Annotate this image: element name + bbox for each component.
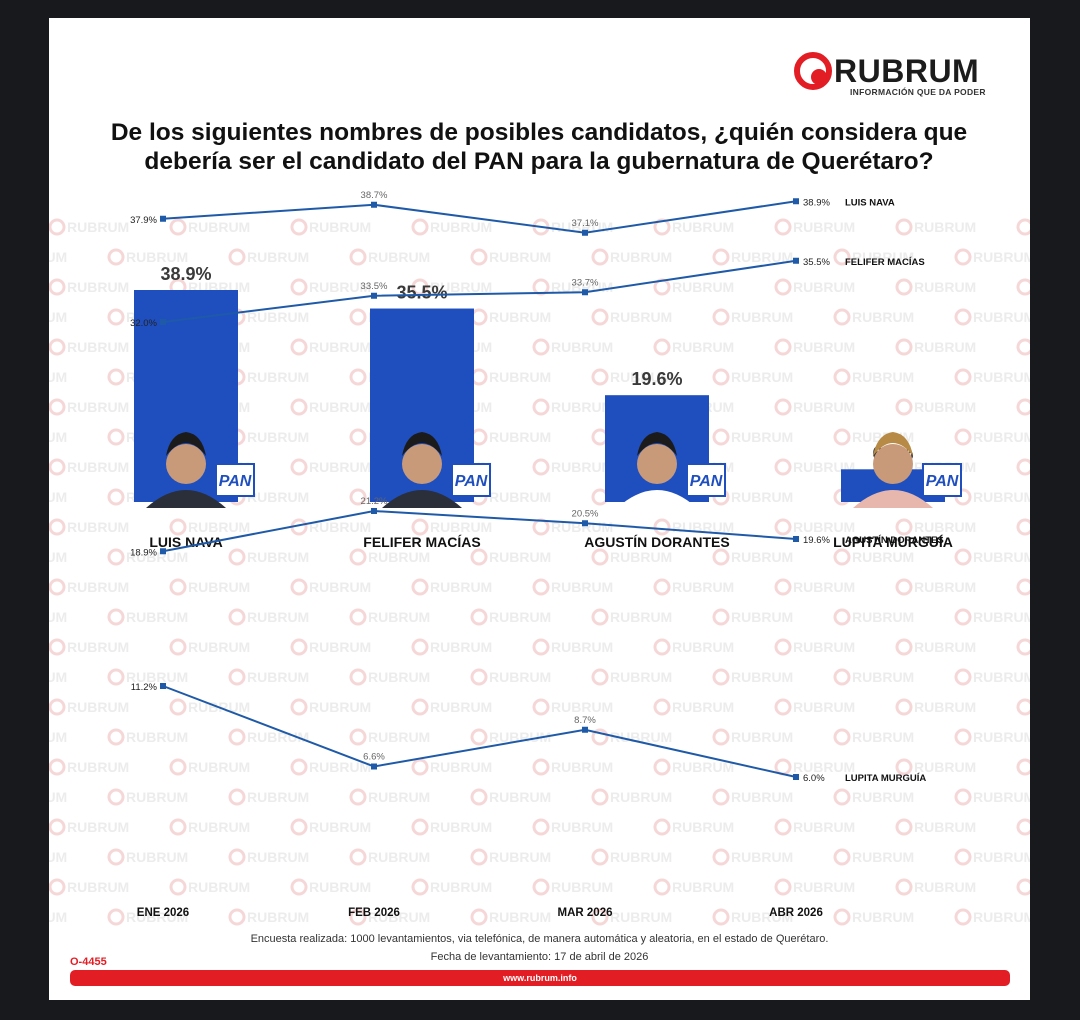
shoulders-shape [146, 490, 226, 508]
trend-point [160, 548, 166, 555]
trend-point-label: 18.9% [130, 547, 157, 558]
bar-value-label: 35.5% [396, 283, 447, 303]
trend-point [793, 536, 799, 542]
trend-point [793, 257, 799, 264]
pan-badge-text: PAN [455, 473, 488, 490]
trend-point-label: 37.9% [130, 215, 157, 226]
pan-badge-text: PAN [926, 473, 959, 490]
website-link[interactable]: www.rubrum.info [70, 970, 1010, 986]
trend-point-label: 37.1% [572, 218, 599, 229]
infographic-card: RUBRUM RUBRUM RUBRUM RUBRUM RUBRUM RUBRUM RUBR… [49, 18, 1030, 1000]
trend-point [793, 774, 799, 780]
hair-shape [637, 432, 677, 456]
face-shape [873, 444, 913, 484]
trend-point-label: 8.7% [574, 715, 596, 726]
pan-badge-icon [215, 463, 255, 497]
candidate-name: AGUSTÍN DORANTES [584, 534, 729, 550]
trend-series-name: LUPITA MURGUÍA [845, 773, 926, 784]
hair-shape [166, 432, 206, 456]
pan-badge-icon [451, 463, 491, 497]
shoulders-shape [617, 490, 697, 508]
candidate-photo [382, 432, 462, 508]
candidate-name: LUIS NAVA [149, 534, 222, 550]
bar-value-label: 19.6% [631, 369, 682, 389]
logo-ring-icon [794, 52, 832, 90]
trend-point [793, 198, 799, 205]
candidate-photo [853, 432, 933, 508]
logo-tagline: INFORMACIÓN QUE DA PODER [850, 87, 986, 97]
trend-series-name: FELIFER MACÍAS [845, 257, 925, 268]
pan-badge-text: PAN [690, 473, 723, 490]
trend-point [371, 292, 377, 299]
trend-point [371, 508, 377, 514]
pan-badge-icon [686, 463, 726, 497]
trend-line-1 [162, 200, 797, 234]
trend-point-label: 33.7% [572, 277, 599, 288]
trend-point [582, 726, 588, 733]
chart-area: 38.9% PAN LUIS NAVA 35.5% PAN FELIFER MACÍAS 1… [130, 190, 962, 919]
survey-code: O-4455 [70, 956, 107, 968]
trend-line-3 [162, 509, 797, 553]
candidate-name: FELIFER MACÍAS [363, 534, 480, 550]
shoulders-shape [853, 490, 933, 508]
pan-badge-icon [922, 463, 962, 497]
trend-point-label: 6.0% [803, 773, 825, 784]
logo-wordmark: RUBRUM [834, 53, 980, 89]
trend-point-label: 33.5% [361, 281, 388, 292]
x-axis-tick: ENE 2026 [137, 907, 189, 919]
face-shape [637, 444, 677, 484]
survey-date-note: Fecha de levantamiento: 17 de abril de 2… [430, 951, 649, 963]
trend-point [582, 520, 588, 527]
trend-point [160, 683, 166, 689]
trend-series-name: LUIS NAVA [845, 197, 895, 208]
candidate-photo [617, 432, 697, 508]
trend-point-label: 21.2% [361, 496, 388, 507]
survey-question: De los siguientes nombres de posibles ca… [110, 119, 968, 175]
trend-point-label: 19.6% [803, 535, 830, 546]
trend-point [371, 201, 377, 208]
trend-point-label: 32.0% [130, 318, 157, 329]
trend-line-4 [162, 685, 797, 778]
rubrum-logo: RUBRUM INFORMACIÓN QUE DA PODER [794, 52, 1004, 108]
trend-point [371, 763, 377, 770]
candidate-name: LUPITA MURGUÍA [833, 534, 953, 550]
x-axis-tick: FEB 2026 [348, 907, 400, 919]
trend-point-label: 20.5% [572, 508, 599, 519]
x-axis-tick: MAR 2026 [558, 907, 613, 919]
trend-point [582, 229, 588, 236]
candidate-photo [146, 432, 226, 508]
pan-badge-text: PAN [219, 473, 252, 490]
hair-shape [873, 432, 913, 456]
x-axis-tick: ABR 2026 [769, 907, 823, 919]
trend-point [160, 319, 166, 325]
face-shape [402, 444, 442, 484]
hair-shape [402, 432, 442, 456]
trend-point-label: 6.6% [363, 752, 385, 763]
trend-point-label: 38.9% [803, 197, 830, 208]
trend-point [582, 289, 588, 296]
trend-point-label: 35.5% [803, 257, 830, 268]
trend-line-2 [162, 259, 797, 323]
survey-method-note: Encuesta realizada: 1000 levantamientos,… [250, 933, 829, 945]
trend-series-name: AGUSTÍN DORANTES [845, 535, 944, 546]
trend-point-label: 38.7% [361, 190, 388, 201]
face-shape [166, 444, 206, 484]
trend-point [160, 215, 166, 222]
bar-value-label: 38.9% [160, 264, 211, 284]
shoulders-shape [382, 490, 462, 508]
trend-point-label: 11.2% [131, 682, 158, 693]
